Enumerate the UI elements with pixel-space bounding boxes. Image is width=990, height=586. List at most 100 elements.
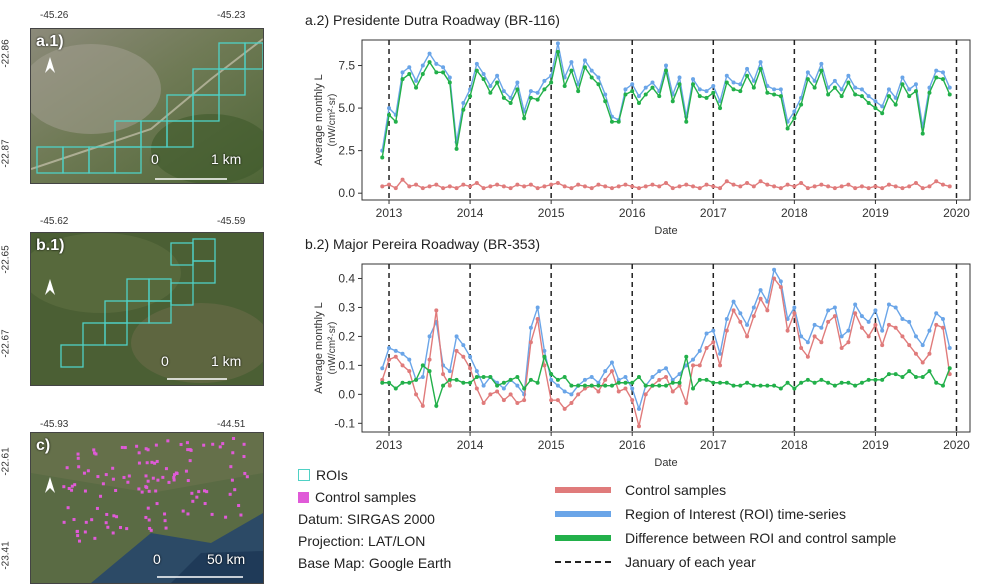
chart-b2-series-roi-point [542, 348, 547, 353]
chart-b2-series-difference-point [495, 383, 500, 388]
chart-a2-series-roi-point [704, 89, 709, 94]
chart-a2-series-difference-point [691, 82, 696, 87]
chart-a2-series-roi-point [407, 65, 412, 70]
chart-a2-series-control-point [745, 180, 750, 185]
chart-b2-series-roi-point [880, 328, 885, 333]
map-c-control-sample [191, 499, 195, 503]
chart-a2-series-control-point [616, 184, 621, 189]
map-c-control-sample [189, 448, 193, 452]
roi-line-swatch [555, 511, 611, 517]
map-c-control-sample [146, 448, 150, 452]
chart-a2-series-control-point [454, 186, 459, 191]
chart-b2-series-control-point [400, 363, 405, 368]
chart-a2-series-difference-point [724, 80, 729, 85]
chart-a2-series-control-point [603, 184, 608, 189]
map-b1-scale-label: 1 km [211, 353, 242, 369]
chart-b2-series-difference-point [704, 377, 709, 382]
map-c-control-sample [164, 467, 168, 471]
map-c-control-sample [144, 447, 148, 451]
chart-a2-series-roi-point [623, 87, 628, 92]
chart-b2-series-difference-point [623, 380, 628, 385]
map-a1-tag: a.1) [36, 33, 64, 50]
chart-b2-series-difference-point [596, 383, 601, 388]
chart-a2-series-difference-point [819, 68, 824, 73]
chart-a2-series-roi-point [927, 85, 932, 90]
map-c-control-sample [67, 487, 71, 491]
chart-b2-series-difference-point [859, 380, 864, 385]
chart-a2-series-roi-point [535, 90, 540, 95]
chart-b2-series-roi-point [940, 317, 945, 322]
chart-b2-series-roi-point [528, 325, 533, 330]
chart-a2-series-control-point [772, 184, 777, 189]
chart-a2-series-control-point [582, 184, 587, 189]
map-b1-roi-squares [60, 238, 216, 368]
chart-a2-series-roi-point [495, 73, 500, 78]
map-c-control-sample [140, 490, 144, 494]
map-c-control-sample [148, 526, 152, 530]
chart-a2-series-control-point [853, 186, 858, 191]
map-c-control-sample [123, 446, 127, 450]
chart-b2-series-control-point [772, 276, 777, 281]
chart-a2-series-control-point [596, 182, 601, 187]
map-c-control-sample [76, 456, 80, 460]
map-b1[interactable]: b.1) 0 1 km [30, 232, 264, 386]
chart-a2-series-roi-point [778, 87, 783, 92]
chart-b2-xtick-label: 2013 [376, 438, 403, 452]
chart-b2-series-difference-point [839, 380, 844, 385]
chart-b2-series-control-point [393, 354, 398, 359]
chart-b2-series-difference-point [886, 372, 891, 377]
chart-a2-title: a.2) Presidente Dutra Roadway (BR-116) [305, 12, 560, 28]
map-c-control-sample [135, 444, 139, 448]
chart-b2-xtick-label: 2015 [538, 438, 565, 452]
chart-b2-series-roi-point [609, 360, 614, 365]
chart-b2-series-control-point [677, 383, 682, 388]
chart-a2-series-roi-point [582, 58, 587, 63]
map-b1-north-arrow-icon [45, 279, 55, 295]
chart-a2-series-difference-point [596, 82, 601, 87]
map-c-control-sample [224, 515, 228, 519]
chart-b2-series-difference-point [670, 380, 675, 385]
chart-a2-series-control-point [434, 182, 439, 187]
chart-a2-series-control-point [913, 180, 918, 185]
map-c-control-sample [147, 518, 151, 522]
chart-b2-xtick-label: 2018 [781, 438, 808, 452]
map-c-control-sample [210, 512, 214, 516]
map-b1-tag: b.1) [36, 237, 65, 254]
chart-a2-series-roi-point [603, 92, 608, 97]
chart-b2-series-difference-point [893, 372, 898, 377]
chart-a2-xtick-label: 2016 [619, 206, 646, 220]
chart-b2-series-control-point [805, 354, 810, 359]
map-c-control-sample [101, 482, 105, 486]
chart-b2-series-roi-point [562, 389, 567, 394]
chart-b2-series-difference-point [393, 386, 398, 391]
chart-a2-series-difference-point [772, 92, 777, 97]
chart-a2-series-difference-point [765, 90, 770, 95]
chart-b2-series-control-point [697, 363, 702, 368]
chart-a2-xtick-label: 2017 [700, 206, 727, 220]
chart-a2-series-control-point [441, 186, 446, 191]
map-c-control-sample [190, 491, 194, 495]
map-c-control-sample [125, 527, 129, 531]
chart-a2-series-roi-point [880, 104, 885, 109]
chart-b2-series-difference-point [501, 380, 506, 385]
chart-a2-series-control-point [859, 184, 864, 189]
chart-b2-series-roi-point [630, 386, 635, 391]
chart-a2-series-difference-point [495, 80, 500, 85]
chart-a2-series-control-point [880, 186, 885, 191]
map-c-control-sample [155, 459, 159, 463]
chart-a2-series-control-point [657, 184, 662, 189]
chart-a2-ytick-label: 0.0 [338, 186, 355, 200]
map-c-control-sample [155, 502, 159, 506]
chart-a2-series-difference-point [387, 112, 392, 117]
chart-b2-series-difference-point [799, 380, 804, 385]
map-c-control-sample [146, 506, 150, 510]
chart-a2-series-difference-point [907, 94, 912, 99]
chart-a2-series-roi-point [691, 77, 696, 82]
chart-a2-series-roi-point [542, 78, 547, 83]
chart-a2-series-difference-point [630, 89, 635, 94]
chart-b2-series-control-point [609, 369, 614, 374]
map-c-control-sample [150, 460, 154, 464]
map-c[interactable]: c) 0 50 km [30, 432, 264, 584]
chart-b2-series-roi-point [670, 377, 675, 382]
map-a1[interactable]: a.1) 0 1 km [30, 28, 264, 184]
